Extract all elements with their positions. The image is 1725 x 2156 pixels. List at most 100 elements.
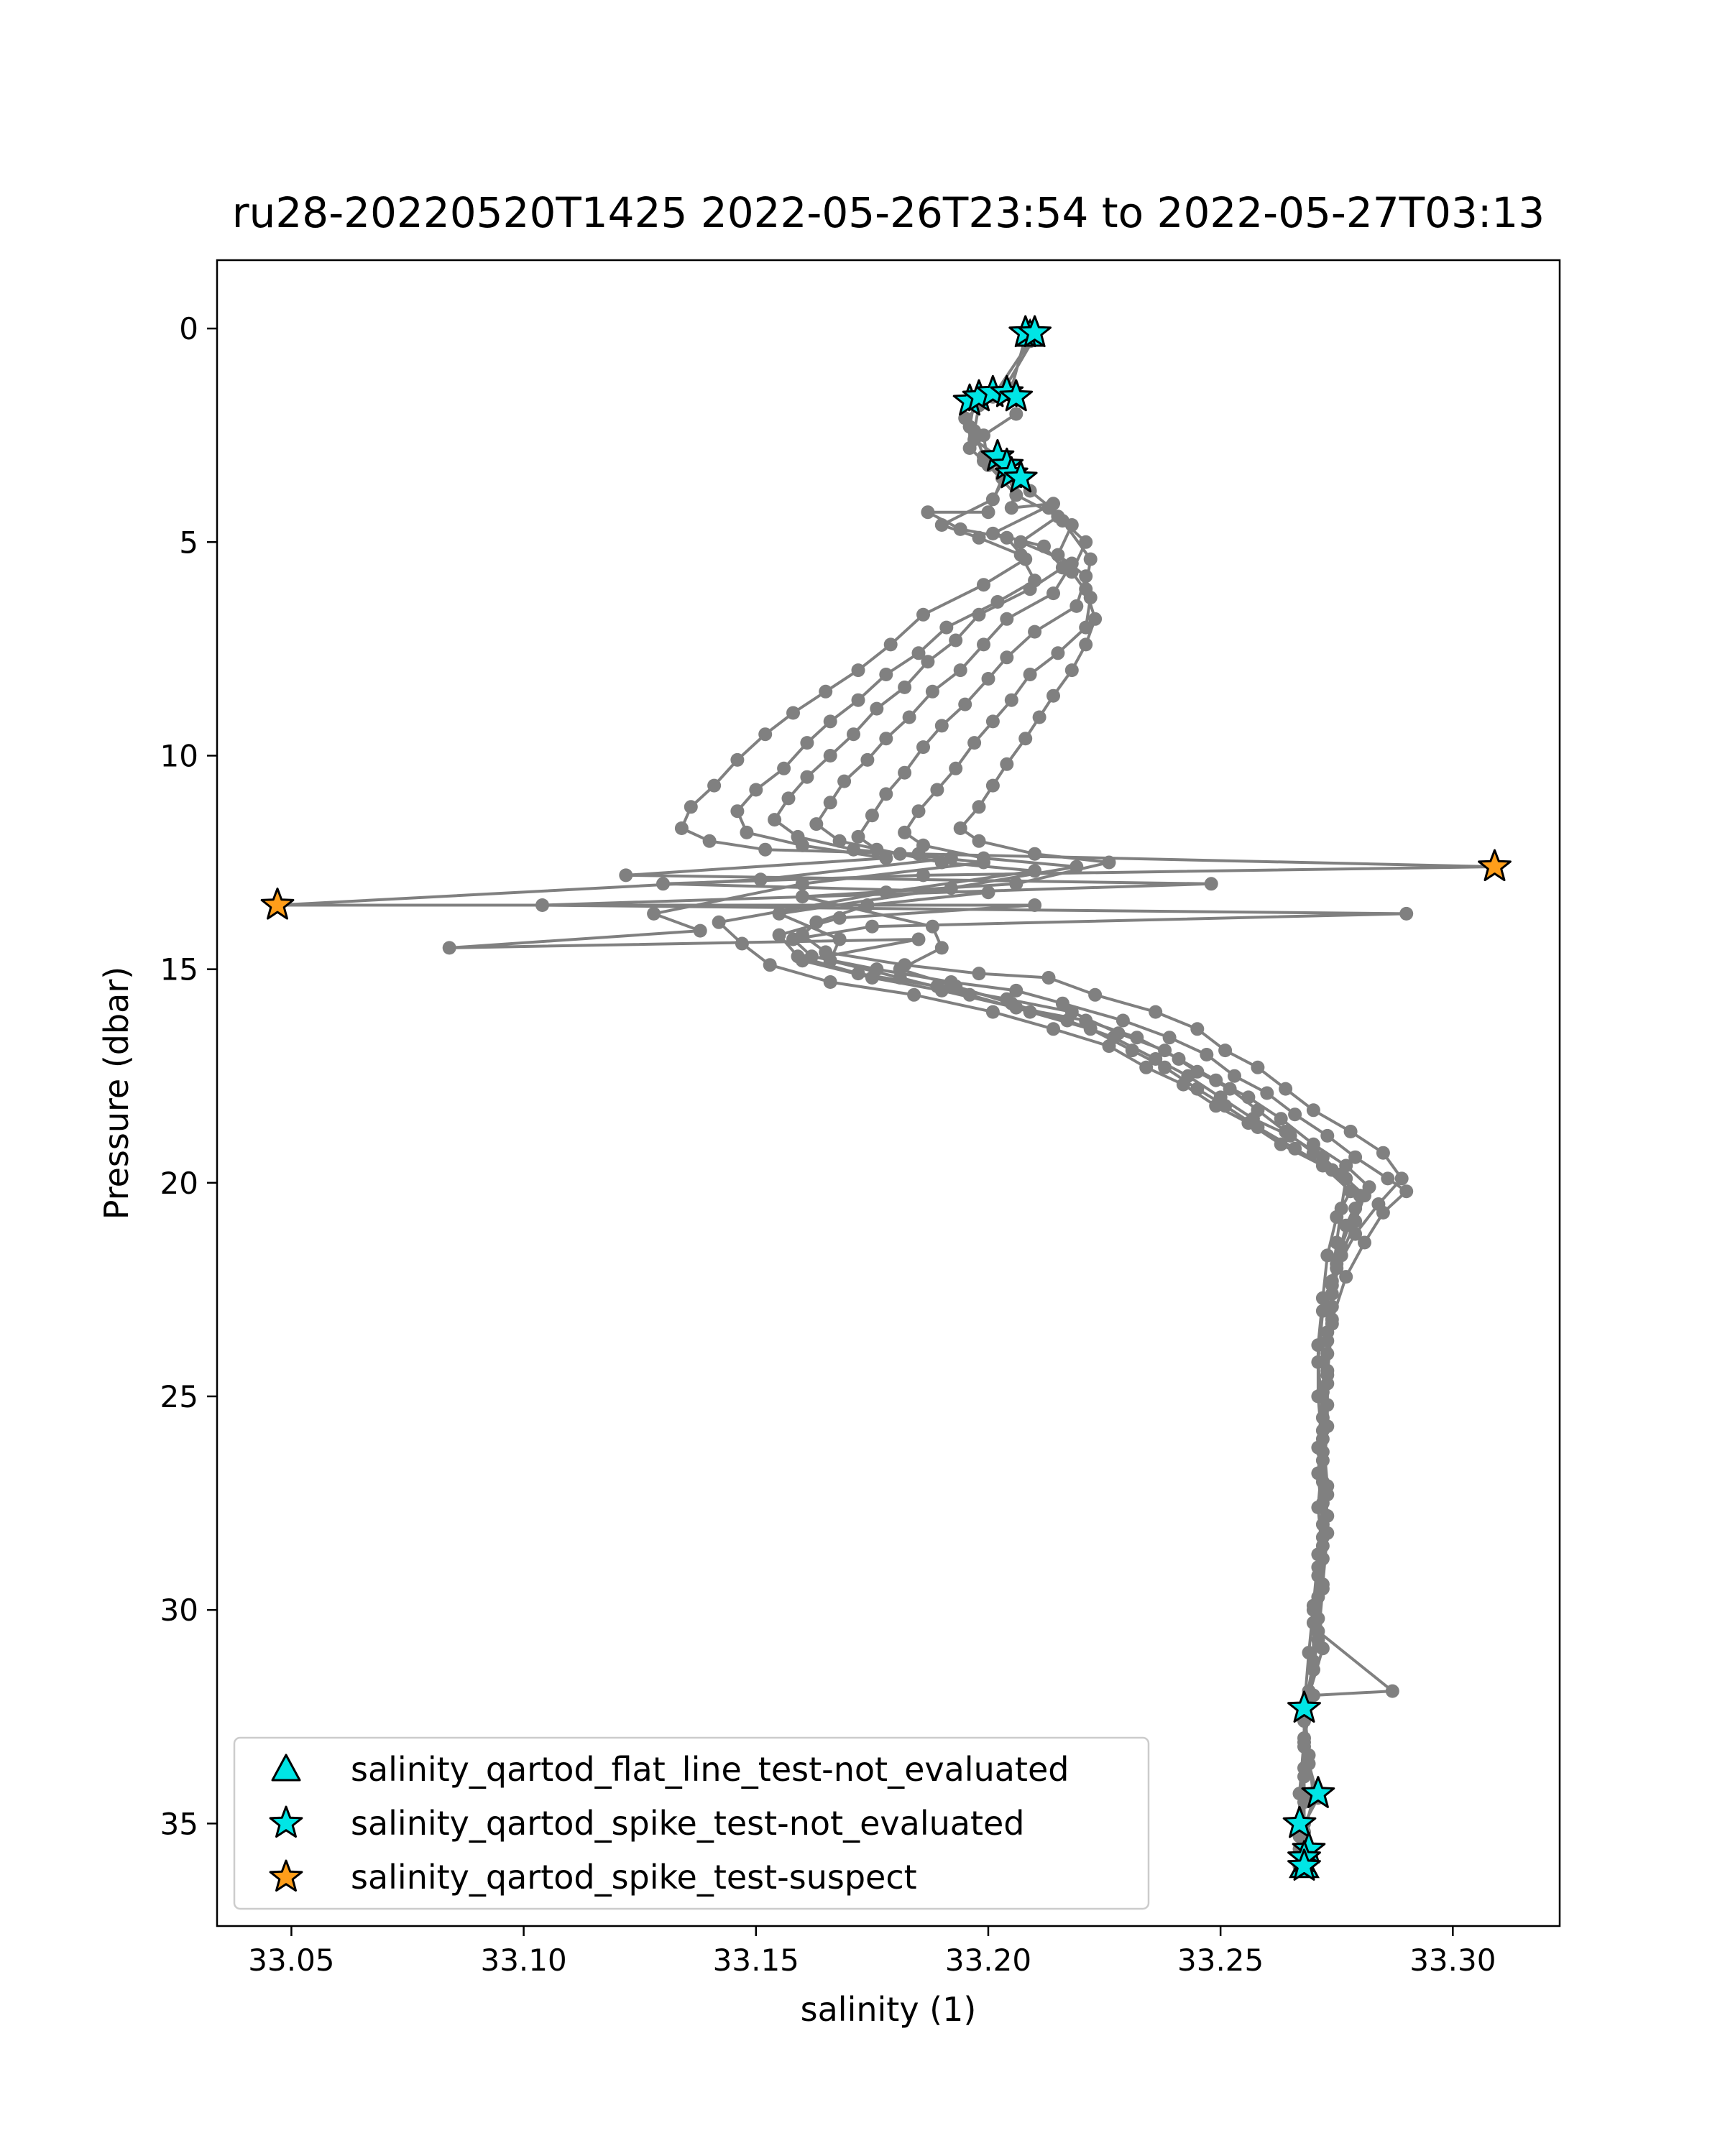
profile-6-point-35 (1330, 1257, 1344, 1271)
y-tick-label-7: 30 (160, 1593, 198, 1628)
profile-4-point-28 (865, 971, 879, 985)
profile-5-point-14 (865, 808, 879, 823)
profile-2-point-19 (777, 761, 791, 775)
profile-6-point-26 (1125, 1044, 1139, 1058)
profile-7-point-4 (1088, 612, 1103, 626)
profile-7-point-33 (1334, 1202, 1348, 1215)
profile-7-point-35 (1325, 1274, 1339, 1288)
profile-2-point-36 (1116, 1013, 1130, 1028)
profile-7-point-5 (1079, 637, 1093, 652)
profile-1-point-16 (851, 663, 865, 678)
profile-5-point-22 (763, 958, 777, 972)
profile-6-point-40 (1320, 1508, 1335, 1523)
profile-6-point-8 (1004, 693, 1018, 707)
profile-6-point-42 (1311, 1611, 1325, 1626)
profile-7-point-38 (1315, 1424, 1330, 1437)
profile-4-point-2 (977, 428, 990, 443)
profile-6-point-11 (949, 761, 963, 775)
profile-3-point-28 (1028, 898, 1042, 912)
profile-6-point-32 (1325, 1163, 1339, 1177)
profile-1-point-17 (819, 684, 833, 699)
profile-2-point-28 (1399, 906, 1414, 921)
legend-marker-1 (271, 1754, 301, 1782)
spike-not-evaluated-marker-17 (1287, 1848, 1321, 1881)
profile-6-point-15 (916, 838, 930, 852)
profile-7-point-32 (1339, 1171, 1353, 1186)
chart-title: ru28-20220520T1425 2022-05-26T23:54 to 2… (232, 188, 1545, 237)
profile-4-point-18 (809, 817, 824, 831)
profile-7-point-40 (1315, 1530, 1330, 1544)
profile-3-point-18 (847, 727, 860, 742)
profile-3-point-22 (768, 813, 782, 827)
profile-3-point-29 (832, 911, 847, 925)
profile-5-point-12 (898, 765, 912, 780)
spike-not-evaluated-marker-14 (1282, 1805, 1317, 1838)
profile-5-point-9 (958, 697, 972, 711)
profile-1-point-45 (1343, 1125, 1358, 1138)
profile-7-point-42 (1311, 1633, 1325, 1647)
profile-1-point-15 (883, 637, 898, 652)
profile-7-point-11 (985, 778, 1000, 793)
profile-6-point-19 (772, 906, 786, 921)
x-axis-label: salinity (1) (801, 1990, 977, 2029)
profile-2-point-34 (1009, 983, 1024, 998)
profile-4-point-6 (1013, 535, 1028, 549)
profile-3-point-19 (823, 749, 837, 763)
profile-5-point-39 (1311, 1389, 1325, 1404)
y-tick-label-4: 15 (160, 952, 198, 987)
profile-6-point-20 (832, 932, 847, 946)
profile-6-point-16 (977, 851, 990, 865)
profile-5-point-5 (1070, 599, 1084, 613)
profile-7-point-20 (934, 941, 949, 955)
profile-1-point-19 (758, 727, 773, 742)
profile-3-point-21 (781, 791, 796, 806)
profile-7-point-13 (953, 821, 967, 835)
profile-2-point-56 (1385, 1684, 1399, 1698)
profile-3-point-13 (972, 607, 986, 622)
x-tick-label-4: 33.20 (945, 1943, 1031, 1978)
profile-4-point-10 (977, 637, 990, 652)
spike-not-evaluated-marker-12 (1287, 1690, 1321, 1723)
profile-2-point-14 (911, 646, 926, 660)
profile-2-point-43 (1348, 1150, 1363, 1164)
profile-6-point-39 (1315, 1453, 1330, 1468)
legend-label-2: salinity_qartod_spike_test-not_evaluated (351, 1804, 1024, 1843)
profile-1-point-41 (1218, 1044, 1233, 1058)
legend-marker-2 (269, 1805, 303, 1838)
x-tick-label-3: 33.15 (713, 1943, 799, 1978)
profile-5-point-17 (934, 855, 949, 870)
profile-2-point-15 (879, 668, 893, 681)
profile-1-point-37 (1041, 971, 1056, 985)
profile-7-point-21 (893, 962, 907, 977)
profile-4-point-32 (1130, 1031, 1144, 1045)
profile-2-point-39 (1228, 1069, 1241, 1083)
profile-7-point-45 (1297, 1791, 1311, 1805)
profile-4-point-9 (1000, 612, 1014, 626)
profile-2-point-40 (1260, 1086, 1274, 1100)
legend-box (233, 1736, 1150, 1910)
profile-2-point-42 (1320, 1128, 1335, 1143)
profile-7-point-17 (1009, 877, 1024, 891)
profile-6-point-2 (1079, 535, 1093, 549)
profile-5-point-26 (1046, 1022, 1060, 1036)
profile-7-point-9 (1018, 732, 1033, 746)
profile-2-point-48 (1339, 1270, 1353, 1284)
profile-7-point-24 (1060, 1013, 1075, 1028)
profile-2-point-41 (1288, 1107, 1302, 1122)
profile-4-point-1 (1009, 407, 1024, 421)
profile-6-point-33 (1353, 1189, 1367, 1203)
profile-5-point-20 (712, 915, 726, 929)
profile-7-point-29 (1246, 1112, 1260, 1126)
profile-4-point-12 (925, 684, 939, 699)
profile-5-point-36 (1320, 1248, 1335, 1263)
legend-marker-3 (269, 1859, 303, 1892)
profile-3-point-26 (753, 872, 768, 887)
profile-7-point-44 (1297, 1735, 1311, 1749)
y-tick-label-3: 10 (160, 738, 198, 773)
profile-4-point-4 (1009, 488, 1024, 502)
profile-5-point-21 (735, 936, 749, 951)
profile-2-point-24 (879, 851, 893, 865)
profile-4-point-27 (795, 954, 809, 968)
profile-7-point-10 (1000, 757, 1014, 771)
profile-1-point-8 (981, 505, 995, 520)
